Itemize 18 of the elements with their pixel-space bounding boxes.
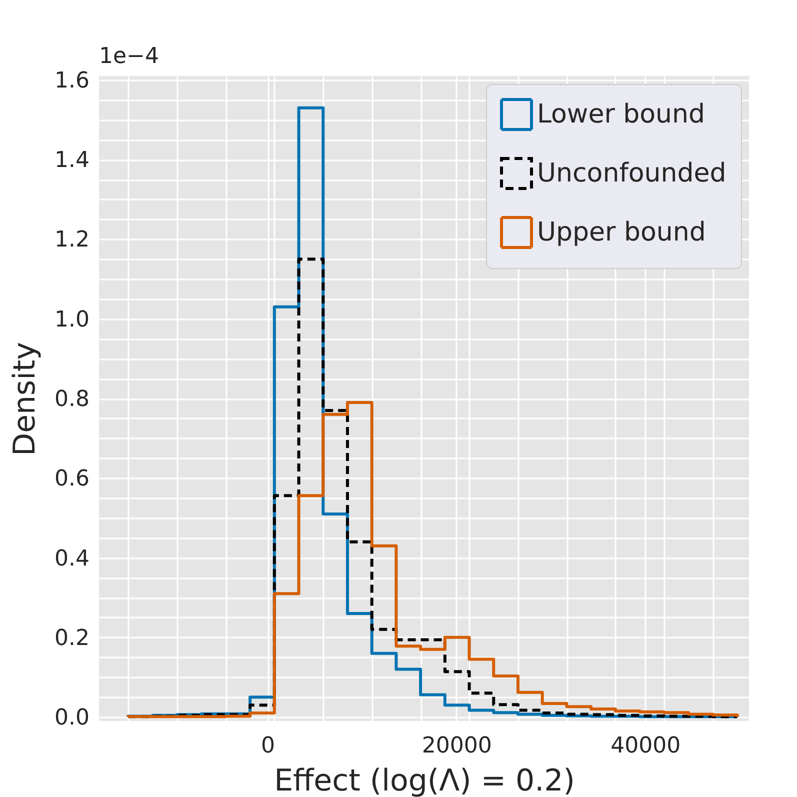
legend-label: Lower bound xyxy=(537,100,706,130)
y-tick-label: 0.0 xyxy=(54,706,90,731)
x-tick-label: 0 xyxy=(261,734,276,758)
y-tick-label: 1.0 xyxy=(54,307,90,332)
x-tick-label: 40000 xyxy=(610,734,681,758)
y-tick-label: 0.6 xyxy=(54,466,90,492)
y-tick-label: 0.2 xyxy=(54,626,90,651)
y-axis-title: Density xyxy=(8,342,43,456)
y-tick-label: 0.8 xyxy=(54,387,90,412)
y-tick-label: 1.6 xyxy=(54,68,90,94)
y-tick-label: 1.4 xyxy=(54,148,90,174)
x-axis-title: Effect (log(Λ) = 0.2) xyxy=(274,764,575,797)
y-tick-label: 1.2 xyxy=(54,228,90,253)
y-tick-label: 0.4 xyxy=(54,546,90,572)
text: 1e−4 xyxy=(99,44,159,69)
x-tick-label: 20000 xyxy=(422,734,492,758)
legend-label: Unconfounded xyxy=(537,158,726,188)
legend-label: Upper bound xyxy=(537,218,706,248)
